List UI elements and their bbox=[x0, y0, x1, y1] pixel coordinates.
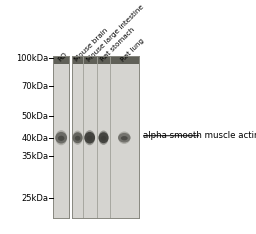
Ellipse shape bbox=[55, 132, 67, 143]
Text: Mouse brain: Mouse brain bbox=[73, 27, 109, 63]
Ellipse shape bbox=[118, 133, 131, 143]
Ellipse shape bbox=[55, 130, 67, 145]
Text: Rat lung: Rat lung bbox=[120, 37, 146, 63]
Text: 35kDa: 35kDa bbox=[21, 152, 48, 161]
Ellipse shape bbox=[87, 136, 93, 141]
Text: 100kDa: 100kDa bbox=[16, 54, 48, 63]
Bar bbox=[72, 56, 139, 64]
Ellipse shape bbox=[75, 136, 80, 141]
Ellipse shape bbox=[84, 132, 95, 143]
Ellipse shape bbox=[121, 136, 128, 140]
Text: RO: RO bbox=[57, 51, 69, 63]
Ellipse shape bbox=[101, 136, 106, 141]
Text: Mouse large intestine: Mouse large intestine bbox=[86, 4, 145, 63]
Text: 70kDa: 70kDa bbox=[21, 82, 48, 91]
Ellipse shape bbox=[118, 132, 131, 144]
Text: 25kDa: 25kDa bbox=[21, 194, 48, 203]
Bar bbox=[72, 56, 139, 218]
Bar bbox=[54, 56, 69, 218]
Bar bbox=[54, 56, 69, 64]
Ellipse shape bbox=[99, 131, 109, 145]
Ellipse shape bbox=[73, 132, 83, 143]
Ellipse shape bbox=[84, 130, 95, 145]
Text: 40kDa: 40kDa bbox=[21, 134, 48, 143]
Ellipse shape bbox=[73, 131, 83, 145]
Text: Rat stomach: Rat stomach bbox=[99, 27, 135, 63]
Text: 50kDa: 50kDa bbox=[21, 112, 48, 121]
Ellipse shape bbox=[99, 132, 109, 143]
Ellipse shape bbox=[58, 136, 65, 141]
Text: alpha smooth muscle actin: alpha smooth muscle actin bbox=[143, 131, 256, 140]
